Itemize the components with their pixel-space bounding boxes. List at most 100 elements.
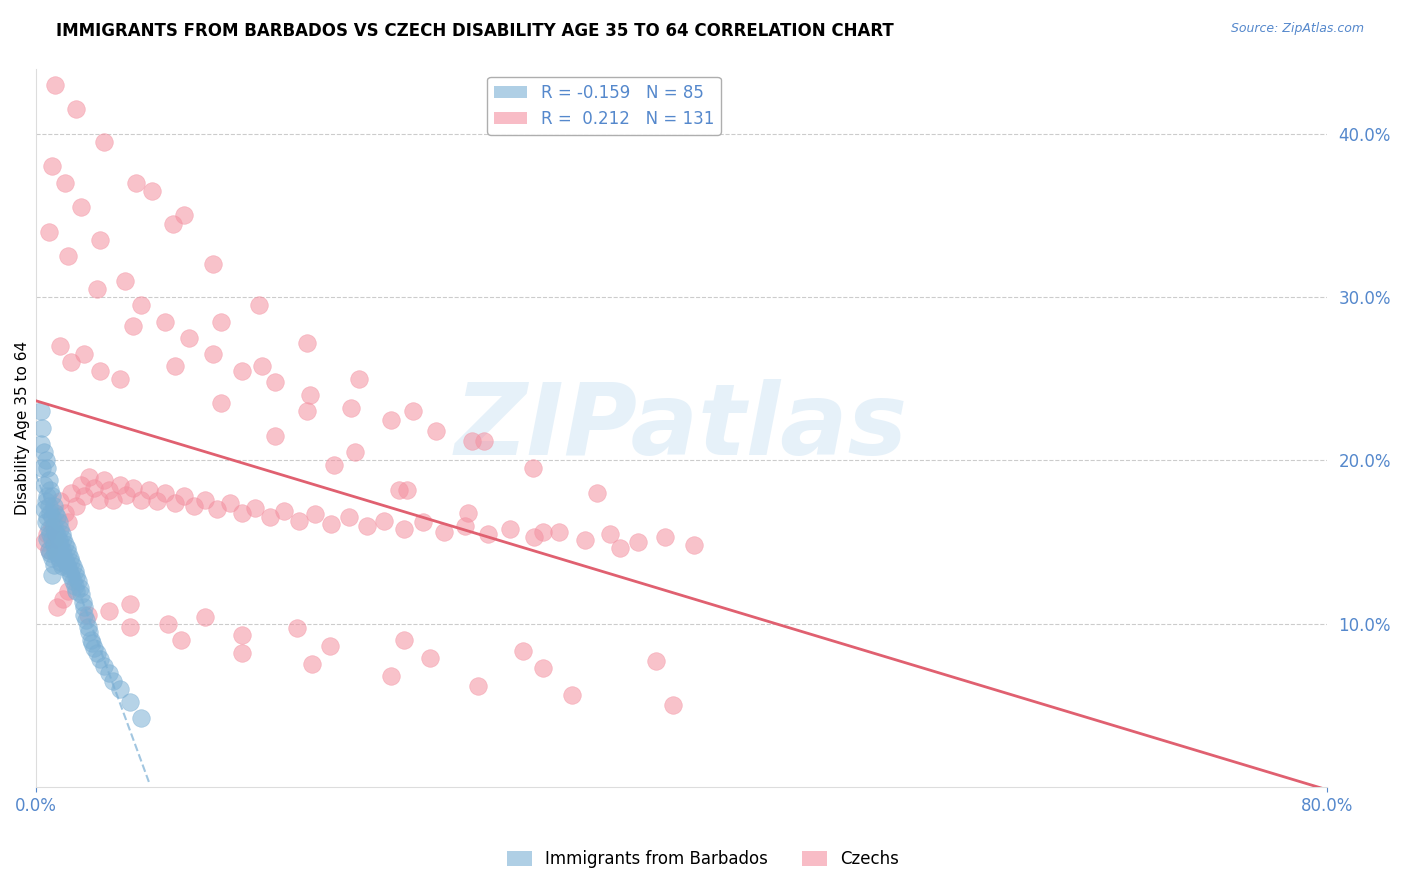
Point xyxy=(38,543,60,558)
Point xyxy=(211,396,233,410)
Point xyxy=(321,516,343,531)
Point xyxy=(108,478,131,492)
Point xyxy=(146,494,169,508)
Point xyxy=(58,561,80,575)
Point xyxy=(93,135,115,149)
Point xyxy=(51,559,73,574)
Point xyxy=(38,225,60,239)
Point xyxy=(129,298,152,312)
Point xyxy=(41,489,63,503)
Point xyxy=(231,363,253,377)
Point xyxy=(63,579,86,593)
Point xyxy=(89,652,111,666)
Point xyxy=(395,483,418,497)
Point xyxy=(218,496,240,510)
Point xyxy=(70,478,93,492)
Point xyxy=(93,473,115,487)
Point xyxy=(467,679,489,693)
Point xyxy=(599,526,621,541)
Text: ZIPatlas: ZIPatlas xyxy=(454,379,908,476)
Point xyxy=(73,608,96,623)
Point xyxy=(179,331,201,345)
Point xyxy=(295,404,318,418)
Point xyxy=(53,176,76,190)
Point xyxy=(77,469,100,483)
Point xyxy=(157,616,180,631)
Point xyxy=(97,603,120,617)
Point xyxy=(118,695,141,709)
Point xyxy=(356,518,378,533)
Point xyxy=(70,200,93,214)
Point xyxy=(170,632,193,647)
Point xyxy=(41,551,63,566)
Point xyxy=(103,673,125,688)
Point xyxy=(118,620,141,634)
Point xyxy=(60,569,83,583)
Point xyxy=(250,359,273,373)
Point xyxy=(49,339,72,353)
Point xyxy=(654,530,676,544)
Point xyxy=(58,583,80,598)
Point xyxy=(37,526,59,541)
Point xyxy=(69,581,91,595)
Point xyxy=(499,522,522,536)
Point xyxy=(183,499,205,513)
Point xyxy=(42,518,65,533)
Point xyxy=(37,510,59,524)
Point xyxy=(44,532,66,546)
Point xyxy=(42,499,65,513)
Point xyxy=(73,600,96,615)
Point xyxy=(53,506,76,520)
Point xyxy=(82,636,104,650)
Point xyxy=(65,499,87,513)
Point xyxy=(49,494,72,508)
Point xyxy=(51,526,73,541)
Point xyxy=(683,538,706,552)
Point xyxy=(31,420,53,434)
Point xyxy=(49,538,72,552)
Point xyxy=(344,445,367,459)
Point xyxy=(45,546,67,560)
Point xyxy=(38,543,60,558)
Point xyxy=(48,533,70,548)
Point xyxy=(44,78,66,92)
Point xyxy=(41,567,63,582)
Point xyxy=(425,424,447,438)
Point xyxy=(162,217,184,231)
Point xyxy=(42,558,65,572)
Point xyxy=(285,622,308,636)
Point xyxy=(39,526,62,541)
Point xyxy=(273,504,295,518)
Point xyxy=(477,526,499,541)
Point xyxy=(121,481,143,495)
Point xyxy=(44,525,66,540)
Point xyxy=(32,535,55,549)
Point xyxy=(45,528,67,542)
Point xyxy=(73,489,96,503)
Point xyxy=(108,372,131,386)
Point xyxy=(141,184,163,198)
Text: IMMIGRANTS FROM BARBADOS VS CZECH DISABILITY AGE 35 TO 64 CORRELATION CHART: IMMIGRANTS FROM BARBADOS VS CZECH DISABI… xyxy=(56,22,894,40)
Point xyxy=(202,257,225,271)
Point xyxy=(65,103,87,117)
Point xyxy=(60,555,83,569)
Point xyxy=(247,298,270,312)
Point xyxy=(52,548,75,562)
Y-axis label: Disability Age 35 to 64: Disability Age 35 to 64 xyxy=(15,341,31,515)
Point xyxy=(644,654,666,668)
Point xyxy=(522,461,544,475)
Point xyxy=(118,597,141,611)
Point xyxy=(194,492,217,507)
Point xyxy=(60,486,83,500)
Point xyxy=(574,533,596,548)
Point xyxy=(58,546,80,560)
Point xyxy=(173,209,195,223)
Point xyxy=(347,372,370,386)
Point xyxy=(392,632,415,647)
Point xyxy=(205,502,228,516)
Point xyxy=(419,651,441,665)
Point xyxy=(52,592,75,607)
Point xyxy=(34,516,56,530)
Point xyxy=(32,502,55,516)
Point xyxy=(318,640,340,654)
